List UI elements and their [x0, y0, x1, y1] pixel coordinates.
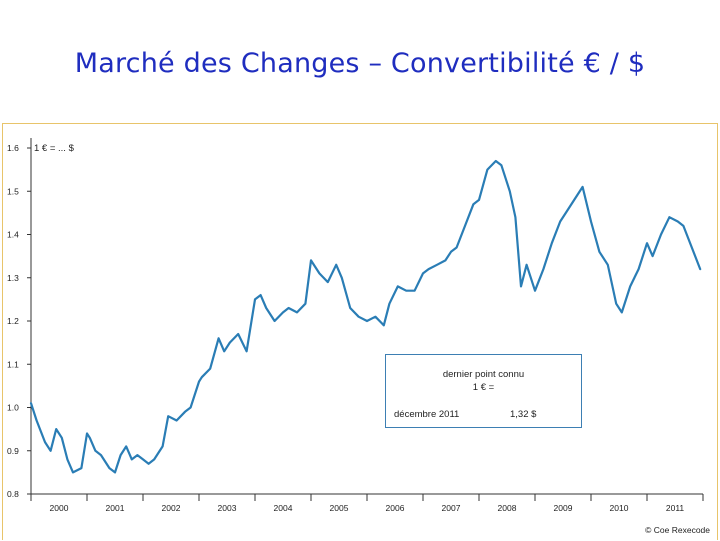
x-tick-label: 2011 — [666, 503, 685, 513]
last-point-annotation: dernier point connu 1 € = décembre 2011 … — [385, 354, 582, 428]
y-tick-label: 1.2 — [7, 316, 19, 326]
y-tick-label: 1.1 — [7, 359, 19, 369]
x-tick-label: 2003 — [218, 503, 237, 513]
unit-label: 1 € = ... $ — [34, 143, 75, 154]
annotation-date: décembre 2011 — [394, 409, 460, 420]
x-tick-label: 2010 — [610, 503, 629, 513]
x-tick-label: 2001 — [106, 503, 125, 513]
x-tick-label: 2004 — [274, 503, 293, 513]
annotation-rate-label: 1 € = — [472, 382, 495, 393]
y-tick-label: 0.9 — [7, 446, 19, 456]
y-tick-label: 1.5 — [7, 186, 19, 196]
y-tick-label: 1.4 — [7, 230, 19, 240]
x-tick-label: 2008 — [498, 503, 517, 513]
y-tick-label: 1.0 — [7, 403, 19, 413]
annotation-title: dernier point connu — [442, 369, 525, 380]
y-tick-label: 1.6 — [7, 143, 19, 153]
x-tick-label: 2005 — [330, 503, 349, 513]
source-credit: © Coe Rexecode — [645, 525, 710, 535]
x-tick-label: 2002 — [162, 503, 181, 513]
y-tick-label: 0.8 — [7, 489, 19, 499]
x-tick-label: 2006 — [386, 503, 405, 513]
slide-title: Marché des Changes – Convertibilité € / … — [74, 48, 646, 79]
chart-frame: 0.8 0.9 1.0 1.1 1.2 1.3 1.4 1.5 1.6 1 € = ... $ 20… — [2, 123, 718, 540]
eur-usd-line-chart: 0.8 0.9 1.0 1.1 1.2 1.3 1.4 1.5 1.6 1 € = ... $ 20… — [7, 138, 704, 513]
x-tick-label: 2007 — [442, 503, 461, 513]
x-tick-label: 2009 — [554, 503, 573, 513]
series-line-eur-usd — [29, 159, 702, 474]
x-tick-label: 2000 — [50, 503, 69, 513]
y-tick-label: 1.3 — [7, 273, 19, 283]
annotation-value: 1,32 $ — [510, 409, 537, 420]
